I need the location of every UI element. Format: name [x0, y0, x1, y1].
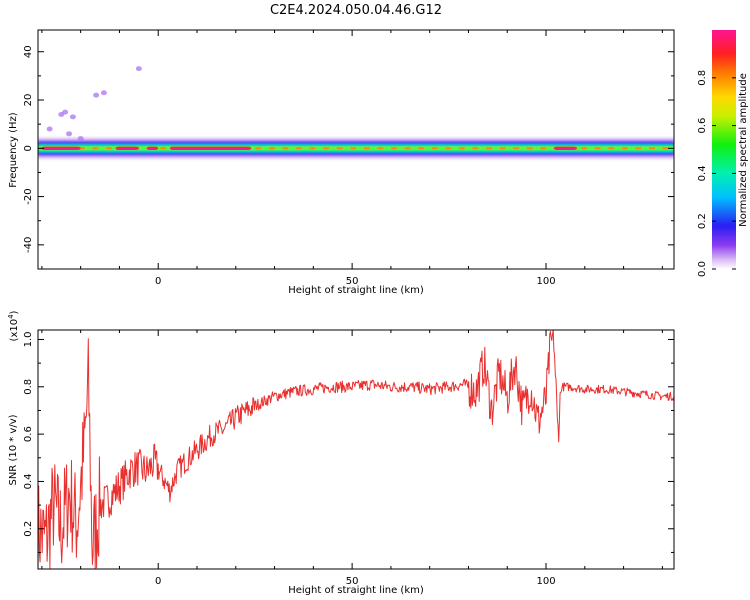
band-core-dash: [662, 147, 669, 150]
colorbar-gradient: [712, 30, 736, 269]
band-core-dash: [282, 147, 289, 150]
y-tick-label: -20: [23, 188, 34, 204]
snr-series-line: [38, 330, 674, 569]
band-peak: [171, 147, 250, 149]
x-tick-label: 0: [155, 576, 161, 587]
band-core-dash: [513, 147, 520, 150]
band-core-dash: [458, 147, 465, 150]
band-core-dash: [390, 147, 398, 150]
colorbar-tick-label: 0.0: [697, 261, 708, 277]
snr-ylabel: SNR (10 * v/v): [8, 414, 19, 485]
band-core-dash: [485, 147, 493, 150]
spectrogram-panel: 0 50 100 40 20 0 -20 -40 Height of straight lin…: [8, 29, 675, 296]
y-tick-label: 0.2: [23, 521, 34, 537]
band-core-dash: [499, 147, 506, 150]
x-tick-label: 50: [346, 576, 359, 587]
heatmap-band: [38, 66, 674, 160]
band-core-dash: [350, 147, 357, 150]
scatter-blob: [135, 66, 142, 72]
colorbar-tick-label: 0.6: [697, 118, 708, 134]
y-tick-label: 0.8: [23, 379, 34, 395]
snr-xlabel: Height of straight line (km): [288, 585, 424, 596]
band-peak: [555, 147, 576, 149]
snr-multiplier: (x104): [7, 310, 20, 341]
x-tick-label: 100: [536, 276, 555, 287]
band-core-dash: [526, 147, 533, 150]
band-core-dash: [295, 147, 303, 150]
band-peak: [117, 147, 137, 149]
snr-frame: [37, 329, 675, 570]
band-core-dash: [472, 147, 479, 150]
band-core-dash: [363, 147, 370, 150]
snr-panel: 0 50 100 0.2 0.4 0.6 0.8 1.0 Height of straight…: [7, 310, 675, 596]
colorbar-tick-label: 0.2: [697, 213, 708, 229]
band-core-dash: [105, 147, 113, 150]
colorbar-ticks: 0.0 0.2 0.4 0.6 0.8: [697, 70, 736, 277]
band-core-dash: [580, 147, 588, 150]
band-core-dash: [418, 147, 425, 150]
y-tick-label: 40: [23, 45, 34, 58]
band-core-dash: [404, 147, 411, 150]
y-tick-label: 1.0: [23, 332, 34, 348]
x-tick-label: 50: [346, 276, 359, 287]
scatter-blob: [66, 131, 73, 137]
colorbar-tick-label: 0.4: [697, 165, 708, 181]
band-core-dash: [635, 147, 642, 150]
spectrogram-ylabel: Frequency (Hz): [8, 112, 19, 188]
scatter-blob: [100, 90, 107, 96]
band-core-dash: [255, 147, 262, 150]
colorbar-label: Normalized spectral amplitude: [738, 73, 749, 227]
spectrogram-xlabel: Height of straight line (km): [288, 285, 424, 296]
band-core-dash: [160, 147, 167, 150]
band-peak: [43, 147, 79, 149]
x-tick-label: 0: [155, 276, 161, 287]
colorbar: 0.0 0.2 0.4 0.6 0.8 Normalized spectral ampl…: [697, 30, 749, 277]
scatter-blob: [93, 92, 100, 98]
scatter-blob: [69, 114, 76, 120]
scatter-blob: [62, 109, 69, 115]
band-core-dash: [268, 147, 275, 150]
y-tick-label: 20: [23, 94, 34, 107]
band-core-dash: [445, 147, 452, 150]
y-tick-label: 0: [23, 145, 34, 151]
band-core-dash: [540, 147, 547, 150]
band-core-dash: [309, 147, 316, 150]
scatter-blob: [46, 126, 53, 132]
band-core-dash: [336, 147, 343, 150]
spectrogram-ticks: 0 50 100 40 20 0 -20 -40: [23, 30, 674, 287]
snr-ticks: 0 50 100 0.2 0.4 0.6 0.8 1.0: [23, 330, 674, 587]
colorbar-tick-label: 0.8: [697, 70, 708, 86]
y-tick-label: 0.6: [23, 426, 34, 442]
band-core-dash: [431, 147, 438, 150]
figure-title: C2E4.2024.050.04.46.G12: [270, 3, 442, 18]
band-core-dash: [621, 147, 628, 150]
band-core-dash: [648, 147, 655, 150]
spectrogram-frame: [37, 29, 675, 270]
band-core-dash: [594, 147, 601, 150]
x-tick-label: 100: [536, 576, 555, 587]
y-tick-label: 0.4: [23, 473, 34, 489]
y-tick-label: -40: [23, 237, 34, 253]
band-core-dash: [608, 147, 615, 150]
band-core-dash: [323, 147, 330, 150]
band-core-dash: [92, 147, 99, 150]
scatter-blob: [77, 136, 84, 142]
band-peak: [148, 147, 157, 149]
band-core-dash: [377, 147, 384, 150]
